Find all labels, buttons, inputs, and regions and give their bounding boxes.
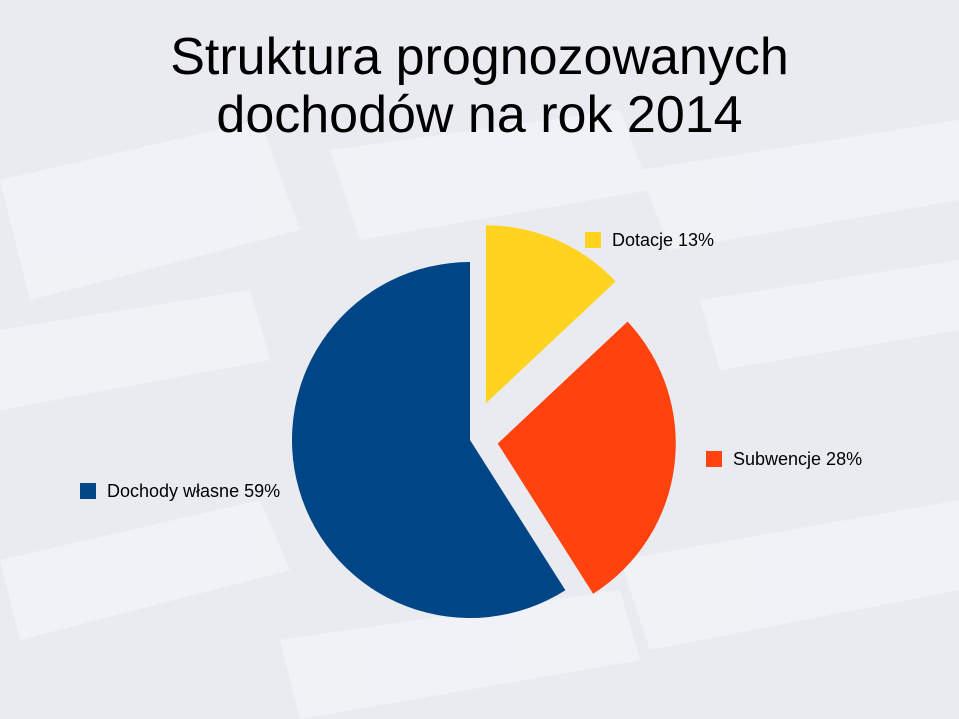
legend-label-dochody: Dochody własne 59% bbox=[107, 481, 280, 501]
legend-label-subwencje: Subwencje 28% bbox=[733, 449, 862, 469]
slide-title-line-1: Struktura prognozowanych bbox=[170, 28, 789, 86]
legend-swatch-dotacje bbox=[585, 232, 601, 248]
pie-slice-subwencje bbox=[497, 321, 676, 594]
legend-swatch-subwencje bbox=[706, 451, 722, 467]
legend-label-dotacje: Dotacje 13% bbox=[612, 230, 714, 250]
slide-title-line-2: dochodów na rok 2014 bbox=[216, 86, 743, 144]
legend-swatch-dochody bbox=[80, 483, 96, 499]
slide-title: Struktura prognozowanych dochodów na rok… bbox=[0, 28, 959, 144]
pie-slice-dotacje bbox=[485, 225, 616, 404]
background-stripes bbox=[0, 110, 959, 719]
pie-slice-dochody bbox=[292, 262, 566, 618]
